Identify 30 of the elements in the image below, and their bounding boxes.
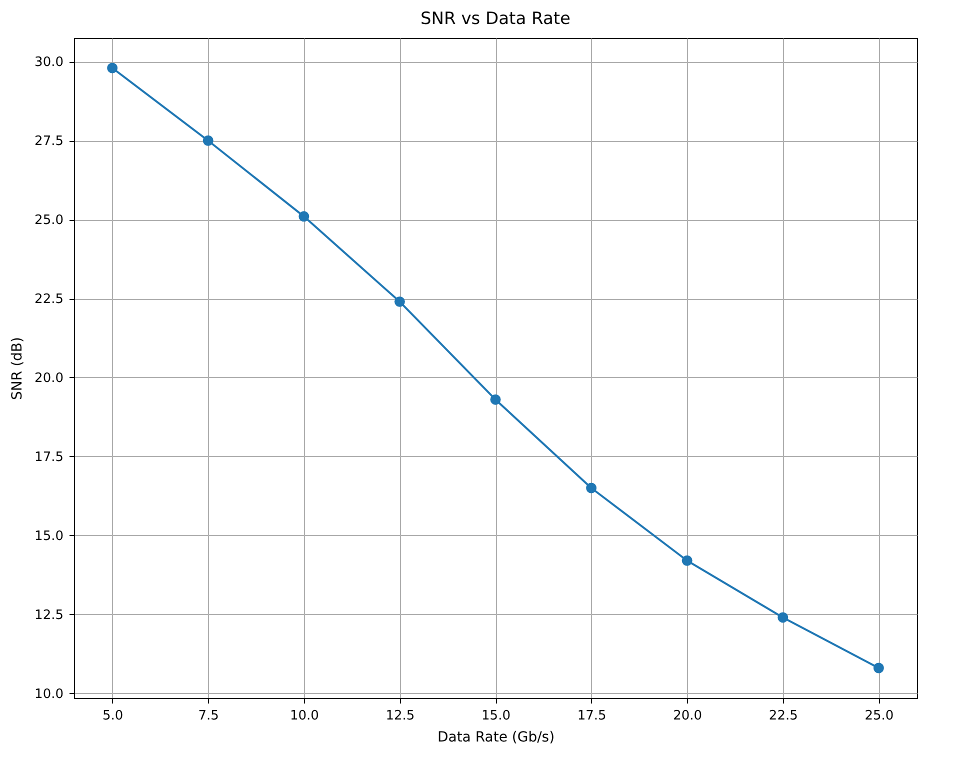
x-tick-label: 22.5 — [768, 708, 798, 724]
x-tick-label: 12.5 — [386, 708, 415, 724]
point — [682, 555, 692, 566]
y-tick-label: 30.0 — [34, 55, 64, 70]
point — [394, 296, 405, 307]
point — [298, 211, 310, 222]
point — [778, 612, 788, 623]
x-tick-label: 15.0 — [482, 708, 510, 724]
y-tick-label: 10.0 — [34, 686, 64, 702]
y-tick-label: 12.5 — [34, 608, 64, 623]
x-tick-label: 25.0 — [864, 708, 894, 724]
y-tick-label: 20.0 — [34, 370, 64, 386]
point — [490, 394, 501, 405]
x-tick-label: 20.0 — [673, 708, 702, 724]
point — [586, 482, 597, 494]
y-tick-label: 25.0 — [34, 213, 64, 228]
x-axis-title: Data Rate (Gb/s) — [437, 730, 555, 746]
point — [107, 62, 118, 74]
point — [873, 662, 884, 674]
x-tick-label: 17.5 — [577, 708, 606, 724]
x-tick-label: 7.5 — [198, 708, 219, 724]
chart-title: SNR vs Data Rate — [420, 9, 571, 29]
point — [202, 135, 214, 146]
x-tick-label: 10.0 — [290, 708, 319, 724]
y-tick-label: 17.5 — [34, 450, 64, 465]
y-tick-label: 27.5 — [34, 134, 64, 150]
y-tick-label: 15.0 — [34, 528, 64, 544]
y-axis-title: SNR (dB) — [10, 337, 26, 400]
y-tick-label: 22.5 — [34, 292, 64, 308]
x-tick-label: 5.0 — [102, 708, 124, 724]
